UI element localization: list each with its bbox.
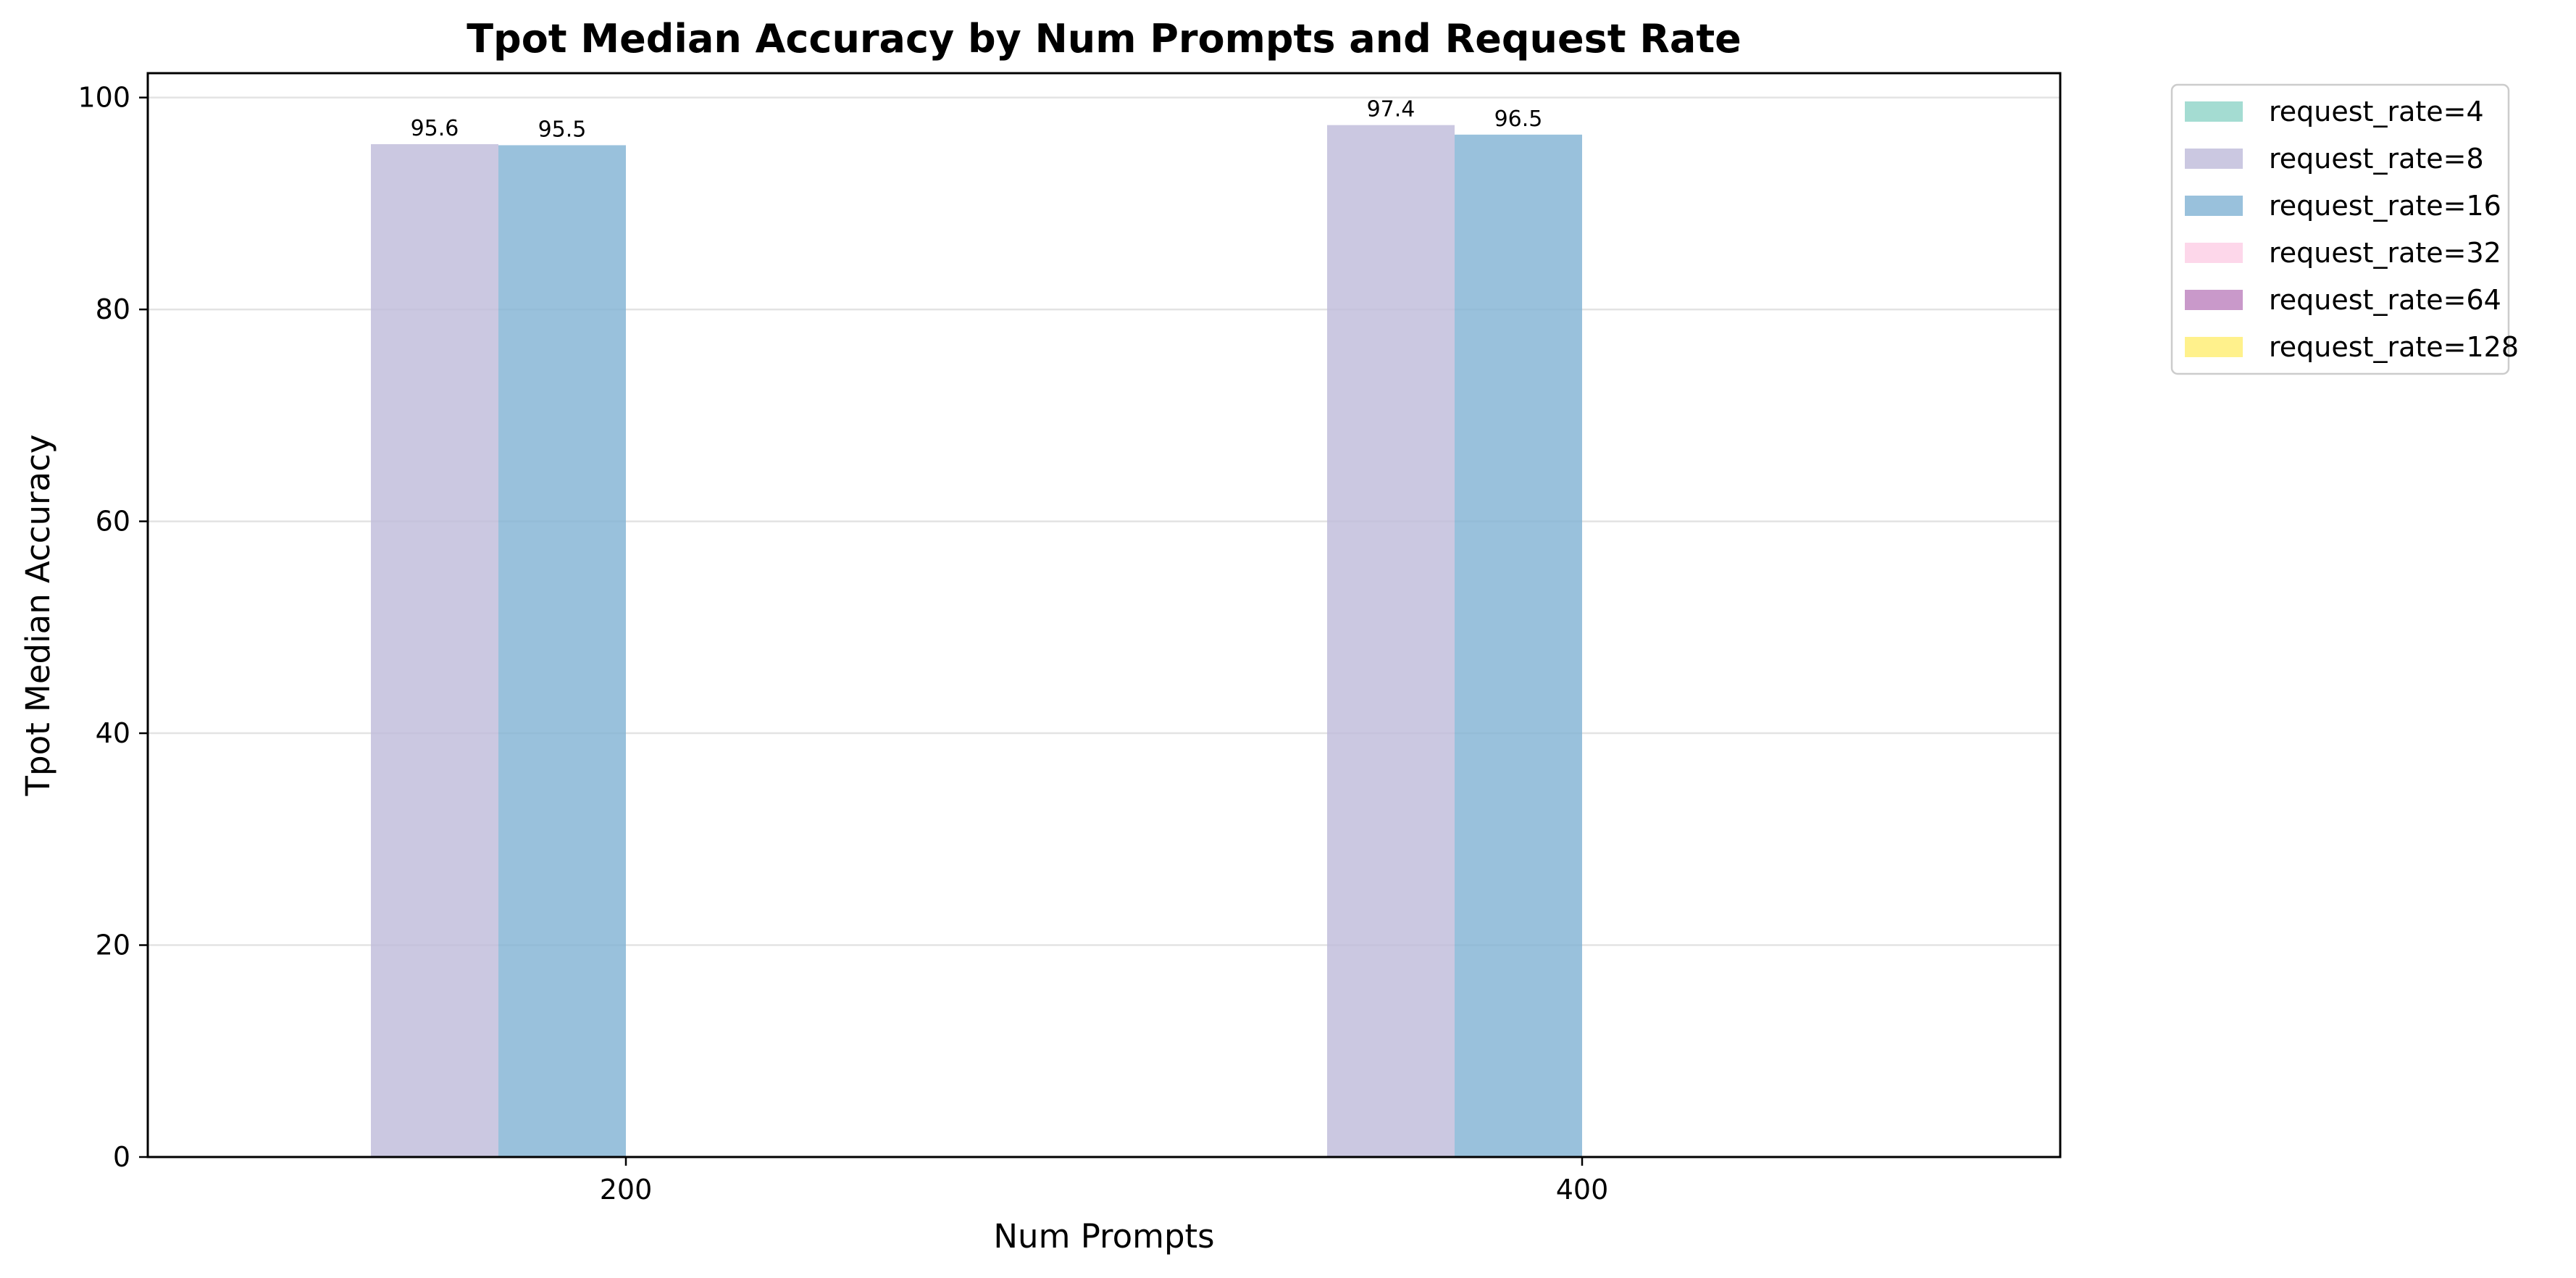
y-tick-label: 20 [96, 930, 130, 961]
y-axis: 0 20 40 60 80 100 [78, 82, 148, 1173]
legend-swatch [2185, 290, 2243, 310]
legend-swatch [2185, 149, 2243, 169]
legend-swatch [2185, 243, 2243, 263]
bar [498, 145, 626, 1157]
chart-title: Tpot Median Accuracy by Num Prompts and … [467, 16, 1741, 62]
data-label: 96.5 [1494, 106, 1543, 132]
data-labels: 95.6 97.4 95.5 96.5 [411, 97, 1543, 143]
x-tick-label: 200 [600, 1174, 653, 1206]
legend-swatch [2185, 101, 2243, 122]
legend-label: request_rate=8 [2269, 143, 2484, 175]
legend-label: request_rate=4 [2269, 96, 2484, 128]
legend-label: request_rate=16 [2269, 190, 2501, 222]
legend-swatch [2185, 337, 2243, 357]
legend: request_rate=4 request_rate=8 request_rate… [2170, 83, 2519, 375]
y-tick-label: 60 [96, 506, 130, 538]
bar [371, 143, 498, 1157]
x-tick-label: 400 [1556, 1174, 1609, 1206]
x-axis-label: Num Prompts [993, 1217, 1214, 1256]
y-tick-label: 80 [96, 293, 130, 325]
bar [1327, 125, 1455, 1158]
y-tick-label: 40 [96, 717, 130, 749]
data-label: 97.4 [1367, 97, 1415, 122]
bars [371, 125, 1582, 1158]
legend-swatch [2185, 196, 2243, 216]
y-tick-label: 0 [113, 1141, 130, 1173]
bar [1455, 134, 1582, 1158]
y-tick-label: 100 [78, 82, 130, 114]
legend-frame [2170, 83, 2510, 375]
y-axis-label: Tpot Median Accuracy [19, 435, 57, 797]
x-axis: 200 400 [600, 1157, 1609, 1206]
legend-label: request_rate=32 [2269, 237, 2501, 269]
legend-label: request_rate=64 [2269, 284, 2501, 316]
data-label: 95.5 [538, 117, 587, 142]
legend-label: request_rate=128 [2269, 331, 2519, 363]
data-label: 95.6 [411, 116, 459, 141]
plot-frame [146, 72, 2062, 1158]
